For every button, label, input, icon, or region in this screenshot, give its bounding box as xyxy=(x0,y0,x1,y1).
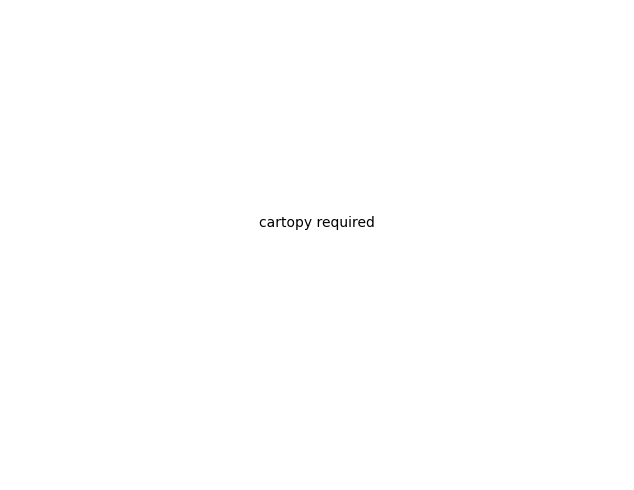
Text: cartopy required: cartopy required xyxy=(259,216,375,230)
